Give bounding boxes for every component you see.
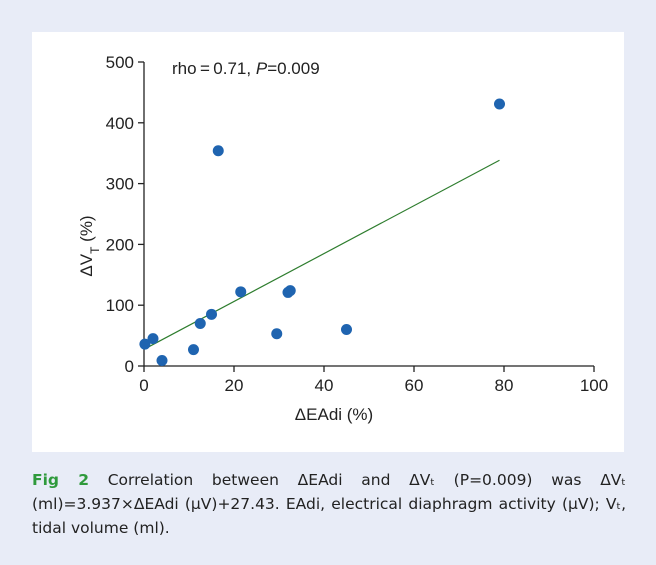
chart-axes — [143, 62, 594, 367]
p-value: =0.009 — [267, 59, 319, 78]
x-tick-label: 20 — [225, 376, 244, 395]
stat-text: rho = 0.71, — [172, 59, 256, 78]
x-tick-label: 100 — [580, 376, 608, 395]
y-tick-label: 100 — [106, 296, 134, 315]
data-point — [341, 324, 352, 336]
regression-line — [143, 159, 500, 350]
data-point — [194, 317, 206, 329]
data-point — [271, 328, 283, 340]
data-point — [139, 338, 151, 350]
figure-label: Fig 2 — [32, 471, 89, 489]
data-point — [147, 333, 159, 345]
data-point — [284, 285, 296, 297]
regression-layer — [143, 159, 500, 350]
x-tick-label: 0 — [139, 376, 148, 395]
chart-ticks: 0 20 40 60 80 100 0 100 200 300 400 500 — [106, 53, 609, 395]
y-axis-label-unit: (%) — [77, 215, 96, 246]
x-tick-label: 60 — [405, 376, 424, 395]
data-point — [156, 355, 168, 367]
data-point — [494, 98, 505, 110]
x-tick-label: 40 — [315, 376, 334, 395]
y-tick-label: 200 — [106, 235, 134, 254]
y-tick-label: 400 — [106, 114, 134, 133]
x-tick-label: 80 — [495, 376, 514, 395]
y-tick-label: 500 — [106, 53, 134, 72]
y-axis-label: ΔVT (%) — [77, 215, 102, 276]
figure-caption: Fig 2 Correlation between ΔEAdi and ΔVₜ … — [32, 468, 626, 540]
data-points — [139, 98, 505, 367]
figure-panel: 0 20 40 60 80 100 0 100 200 300 400 500 rho = 0.71,… — [32, 32, 624, 452]
scatter-chart: 0 20 40 60 80 100 0 100 200 300 400 500 rho = 0.71,… — [77, 53, 609, 424]
y-axis-label-main: ΔV — [77, 253, 96, 276]
x-axis-label: ΔEAdi (%) — [295, 405, 373, 424]
data-point — [206, 308, 217, 320]
p-label: P — [256, 59, 268, 78]
correlation-annotation: rho = 0.71, P=0.009 — [172, 59, 320, 78]
data-point — [235, 286, 247, 298]
data-point — [188, 344, 199, 356]
y-tick-label: 300 — [106, 175, 134, 194]
y-tick-label: 0 — [125, 357, 134, 376]
y-axis-label-sub: T — [88, 246, 102, 254]
caption-text: Correlation between ΔEAdi and ΔVₜ (P=0.0… — [32, 471, 626, 537]
data-point — [212, 145, 224, 157]
